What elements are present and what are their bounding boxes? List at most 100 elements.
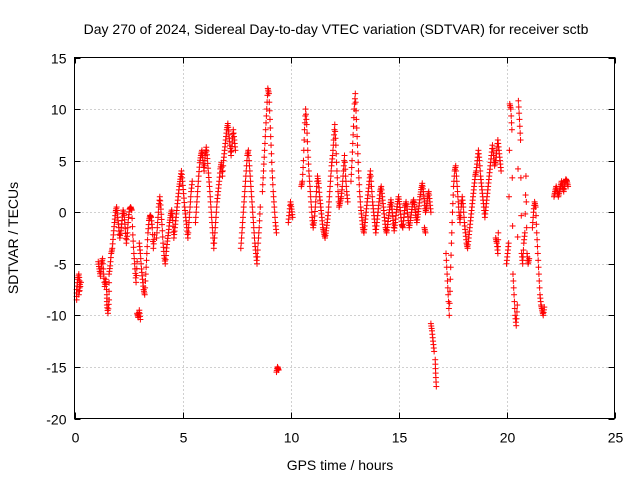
- data-point: [448, 240, 455, 247]
- data-point: [334, 181, 341, 188]
- y-tick-label: -10: [46, 308, 66, 324]
- data-point: [495, 236, 502, 243]
- data-point: [130, 250, 137, 257]
- data-point: [213, 204, 220, 211]
- data-point: [529, 224, 536, 231]
- data-point: [461, 214, 468, 221]
- data-point: [495, 243, 502, 250]
- data-point: [460, 209, 467, 216]
- data-point: [270, 188, 277, 195]
- data-point: [238, 240, 245, 247]
- data-point: [201, 167, 208, 174]
- data-point: [328, 167, 335, 174]
- data-point: [149, 224, 156, 231]
- data-point: [453, 178, 460, 185]
- x-tick-label: 10: [284, 430, 300, 446]
- data-point: [331, 121, 338, 128]
- data-point: [313, 188, 320, 195]
- y-tick-label: 15: [51, 51, 67, 67]
- data-point: [144, 243, 151, 250]
- data-point: [448, 252, 455, 259]
- data-point: [206, 183, 213, 190]
- data-point: [193, 198, 200, 205]
- data-point: [299, 171, 306, 178]
- data-point: [532, 204, 539, 211]
- data-point: [155, 214, 162, 221]
- data-point: [158, 211, 165, 218]
- data-point: [508, 119, 515, 126]
- data-point: [354, 133, 361, 140]
- data-point: [508, 126, 515, 133]
- data-point: [256, 217, 263, 224]
- data-point: [262, 133, 269, 140]
- data-point: [433, 383, 440, 390]
- data-point: [447, 264, 454, 271]
- data-point: [534, 250, 541, 257]
- data-point: [219, 167, 226, 174]
- data-point: [256, 224, 263, 231]
- data-point: [206, 188, 213, 195]
- data-point: [331, 131, 338, 138]
- data-point: [106, 296, 113, 303]
- data-point: [349, 140, 356, 147]
- data-point: [353, 107, 360, 114]
- data-point: [254, 253, 261, 260]
- data-point: [159, 227, 166, 234]
- data-point: [99, 255, 106, 262]
- data-point: [509, 222, 516, 229]
- data-point: [77, 283, 84, 290]
- data-point: [515, 165, 522, 172]
- data-point: [211, 229, 218, 236]
- data-point: [356, 181, 363, 188]
- data-point: [326, 193, 333, 200]
- data-point: [142, 277, 149, 284]
- data-point: [446, 312, 453, 319]
- data-point: [259, 188, 266, 195]
- data-point: [522, 210, 529, 217]
- data-point: [125, 219, 132, 226]
- data-point: [212, 214, 219, 221]
- data-point: [349, 149, 356, 156]
- data-point: [460, 204, 467, 211]
- data-point: [511, 298, 518, 305]
- data-point: [354, 142, 361, 149]
- data-point: [207, 198, 214, 205]
- data-point: [533, 212, 540, 219]
- data-point: [158, 216, 165, 223]
- data-point: [511, 291, 518, 298]
- data-point: [455, 198, 462, 205]
- data-point: [256, 210, 263, 217]
- data-point: [312, 198, 319, 205]
- data-point: [449, 219, 456, 226]
- data-point: [99, 260, 106, 267]
- x-tick-labels: 0 5 10 15 20 25: [72, 430, 624, 446]
- data-point: [207, 193, 214, 200]
- data-point: [275, 367, 282, 374]
- data-point: [303, 116, 310, 123]
- data-point: [263, 112, 270, 119]
- data-point: [143, 250, 150, 257]
- data-point: [259, 181, 266, 188]
- data-point: [76, 287, 83, 294]
- data-point: [368, 178, 375, 185]
- data-point: [131, 255, 138, 262]
- data-point: [517, 174, 524, 181]
- data-point: [511, 305, 518, 312]
- data-point: [268, 150, 275, 157]
- data-point: [446, 288, 453, 295]
- data-point: [106, 288, 113, 295]
- data-point: [476, 162, 483, 169]
- data-point: [341, 152, 348, 159]
- data-point: [516, 110, 523, 117]
- data-point: [357, 198, 364, 205]
- data-point: [535, 264, 542, 271]
- data-point: [348, 164, 355, 171]
- data-point: [212, 219, 219, 226]
- data-point: [129, 231, 136, 238]
- data-point: [303, 121, 310, 128]
- data-point: [299, 178, 306, 185]
- data-point: [448, 229, 455, 236]
- data-point: [306, 183, 313, 190]
- data-point: [352, 99, 359, 106]
